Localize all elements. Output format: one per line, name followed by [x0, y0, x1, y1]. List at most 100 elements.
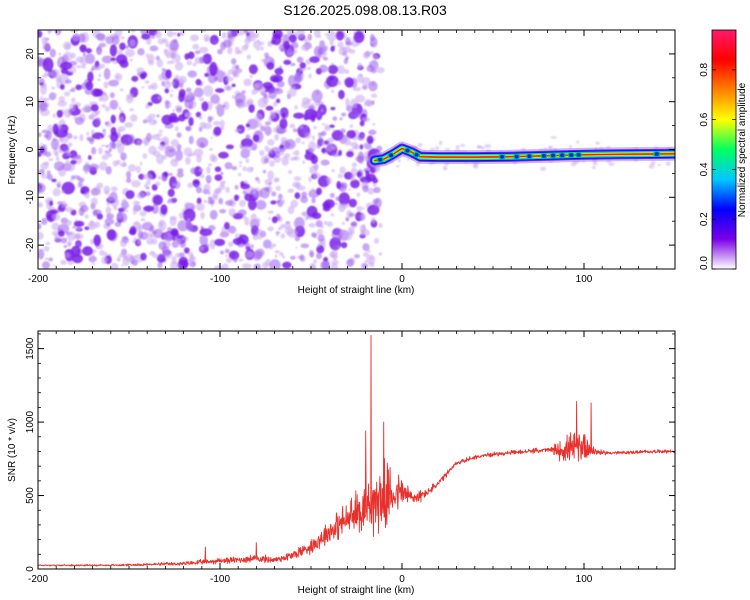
track-gap-core	[378, 157, 383, 162]
noise-blob	[287, 228, 298, 238]
noise-blob	[80, 106, 90, 113]
noise-blob	[151, 230, 157, 235]
noise-blob	[161, 114, 173, 125]
noise-blob	[330, 263, 338, 269]
noise-blob	[89, 220, 95, 228]
noise-blob	[170, 261, 179, 269]
noise-blob	[84, 214, 89, 219]
noise-blob	[151, 85, 155, 88]
noise-blob	[326, 221, 333, 228]
noise-blob	[52, 188, 61, 197]
noise-blob	[372, 183, 377, 187]
noise-blob	[58, 52, 62, 56]
noise-blob	[248, 64, 258, 75]
noise-blob	[126, 93, 134, 100]
noise-blob	[367, 187, 375, 195]
noise-blob	[329, 40, 334, 46]
noise-blob	[351, 141, 358, 150]
noise-blob	[360, 213, 365, 221]
noise-blob	[140, 252, 147, 261]
noise-blob	[283, 222, 292, 230]
noise-blob	[185, 126, 191, 131]
noise-blob	[170, 89, 173, 93]
noise-blob	[146, 53, 155, 63]
x-tick-label: 100	[576, 274, 593, 285]
noise-blob	[199, 235, 204, 240]
noise-blob	[281, 199, 286, 205]
colorbar-tick-label: 0.0	[699, 256, 710, 270]
noise-blob	[235, 64, 240, 70]
noise-blob	[204, 72, 209, 77]
noise-blob	[209, 61, 218, 76]
noise-blob	[356, 192, 361, 197]
noise-blob	[170, 139, 179, 147]
noise-blob	[104, 190, 109, 195]
noise-blob	[243, 30, 248, 34]
noise-blob	[228, 225, 237, 234]
noise-blob	[195, 203, 205, 211]
noise-blob	[136, 67, 145, 74]
track-halo-blob	[548, 145, 553, 149]
noise-blob	[267, 148, 273, 154]
noise-blob	[273, 177, 279, 183]
noise-blob	[189, 34, 200, 42]
noise-blob	[323, 199, 335, 209]
noise-blob	[275, 232, 279, 237]
noise-blob	[209, 147, 213, 152]
noise-blob	[95, 110, 101, 115]
noise-blob	[99, 136, 102, 139]
noise-blob	[190, 167, 197, 175]
noise-blob	[59, 84, 65, 90]
noise-blob	[41, 261, 51, 269]
noise-blob	[187, 182, 194, 188]
noise-blob	[178, 75, 187, 84]
snr-frame	[37, 330, 676, 570]
noise-blob	[65, 252, 70, 258]
noise-blob	[296, 56, 304, 63]
noise-blob	[325, 86, 329, 90]
noise-blob	[71, 97, 76, 103]
noise-blob	[101, 144, 106, 147]
colorbar-label: Normalized spectral amplitude	[737, 82, 748, 217]
noise-blob	[105, 166, 112, 175]
noise-blob	[213, 126, 222, 136]
noise-blob	[188, 251, 194, 258]
track-halo-blob	[438, 140, 443, 146]
noise-blob	[113, 205, 118, 211]
noise-blob	[40, 83, 47, 96]
noise-blob	[52, 123, 59, 135]
noise-blob	[307, 33, 312, 41]
noise-blob	[209, 209, 218, 220]
noise-blob	[172, 183, 177, 187]
noise-blob	[203, 199, 208, 204]
noise-blob	[74, 154, 82, 160]
noise-blob	[75, 84, 82, 91]
noise-blob	[289, 157, 295, 161]
noise-blob	[201, 101, 209, 112]
noise-blob	[46, 170, 51, 175]
track-gap-core	[576, 153, 581, 157]
track-halo-blob	[459, 144, 466, 147]
noise-blob	[51, 178, 57, 183]
noise-blob	[125, 190, 135, 200]
noise-blob	[208, 163, 213, 167]
noise-blob	[193, 148, 204, 157]
noise-blob	[313, 259, 318, 264]
noise-blob	[252, 134, 260, 143]
track-halo-blob	[455, 145, 460, 150]
noise-blob	[227, 30, 238, 37]
noise-blob	[339, 117, 343, 121]
noise-blob	[165, 41, 170, 48]
noise-blob	[321, 147, 326, 154]
noise-blob	[198, 168, 204, 173]
noise-blob	[95, 65, 101, 71]
noise-blob	[89, 114, 94, 120]
noise-blob	[346, 258, 354, 268]
noise-blob	[322, 161, 327, 164]
noise-blob	[48, 158, 54, 161]
noise-blob	[273, 101, 278, 107]
noise-blob	[314, 30, 321, 38]
noise-blob	[173, 32, 177, 36]
noise-blob	[125, 209, 129, 213]
